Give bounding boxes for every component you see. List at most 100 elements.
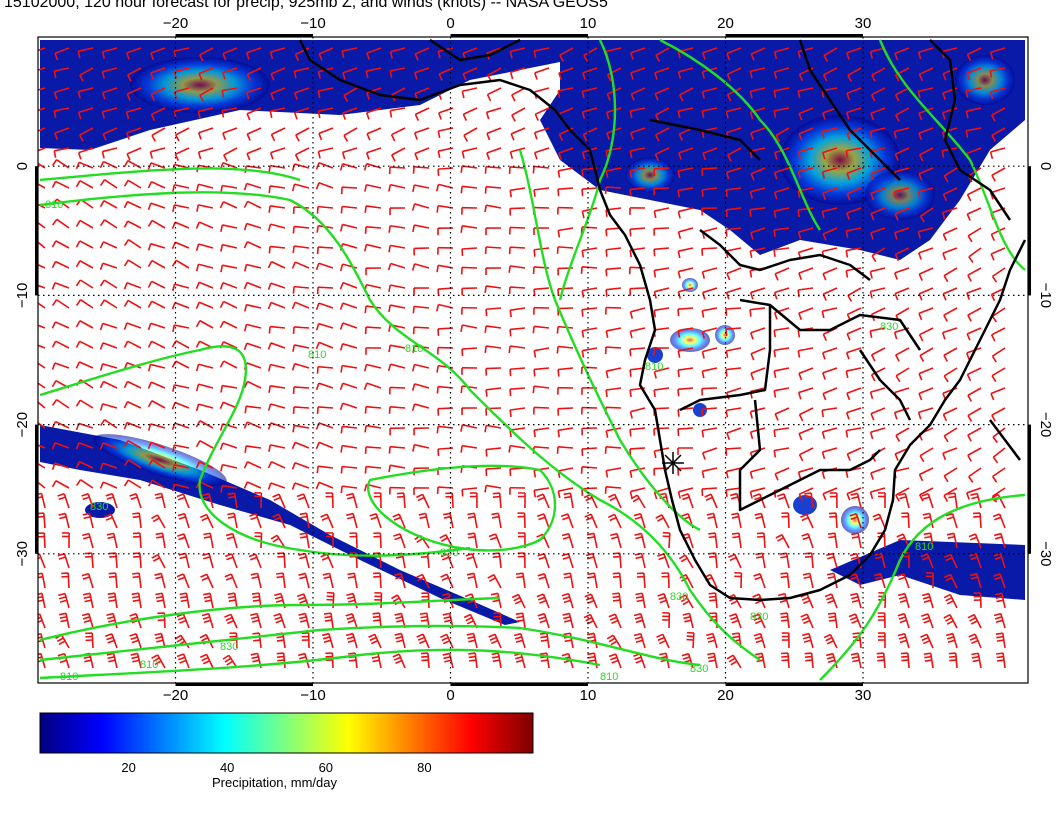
wind-barb (971, 652, 982, 669)
wind-barb (77, 147, 94, 160)
wind-barb (172, 183, 190, 192)
wind-barb (969, 572, 982, 589)
wind-barb (677, 427, 694, 437)
wind-barb (581, 87, 598, 99)
wind-barb (322, 572, 334, 589)
wind-barb (994, 592, 1006, 609)
wind-barb (966, 287, 982, 300)
wind-barb (488, 633, 502, 649)
wind-barb (677, 307, 694, 317)
wind-barb (277, 552, 286, 569)
wind-barb (75, 219, 94, 229)
wind-barb (269, 47, 286, 60)
wind-barb (653, 307, 670, 318)
wind-barb (918, 127, 934, 141)
wind-barb (533, 306, 550, 315)
wind-barb (682, 612, 694, 629)
wind-barb (346, 512, 358, 529)
wind-barb (582, 127, 598, 142)
wind-barb (437, 407, 454, 416)
wind-barb (773, 387, 790, 398)
wind-barb (51, 362, 70, 370)
wind-barb (989, 87, 1006, 99)
wind-barb (364, 424, 382, 433)
wind-barb (556, 325, 574, 334)
wind-barb (533, 127, 550, 140)
wind-barb (797, 227, 814, 240)
wind-barb (874, 552, 886, 569)
wind-barb (943, 593, 958, 609)
wind-barb (374, 591, 383, 609)
wind-barb (147, 322, 166, 331)
wind-barb (653, 427, 670, 436)
wind-barb (612, 572, 622, 589)
wind-barb (178, 552, 190, 569)
wind-barb (846, 187, 862, 201)
wind-barb (894, 207, 910, 221)
wind-barb (413, 287, 430, 296)
wind-barb (848, 613, 862, 629)
wind-barb (798, 487, 814, 501)
wind-barb (943, 307, 958, 322)
wind-barb (268, 185, 286, 193)
wind-barb (270, 87, 286, 101)
wind-barb (941, 327, 958, 340)
contour-label: 810 (645, 361, 663, 373)
wind-barb (171, 301, 190, 310)
wind-barb (147, 441, 166, 450)
wind-barb (656, 633, 670, 649)
wind-barb (822, 187, 838, 200)
wind-barb (461, 407, 478, 416)
wind-barb (701, 487, 718, 497)
wind-barb (725, 367, 742, 377)
wind-barb (123, 439, 142, 449)
wind-barb (629, 287, 646, 296)
wind-barb (677, 327, 694, 338)
wind-barb (38, 592, 46, 609)
lat-lon-gridlines (38, 37, 1028, 683)
wind-barb (991, 407, 1006, 422)
wind-barb (677, 347, 694, 358)
wind-barb (797, 387, 814, 400)
wind-barb (563, 492, 574, 509)
wind-barb (797, 467, 814, 480)
wind-barb (101, 67, 118, 79)
wind-barb (101, 47, 118, 59)
wind-barb (828, 512, 838, 529)
wind-barb (900, 652, 910, 669)
wind-barb (388, 183, 406, 192)
wind-barb (773, 327, 790, 338)
wind-barb (749, 487, 766, 499)
wind-barb (677, 467, 694, 476)
wind-barb (604, 306, 622, 315)
wind-barb (243, 323, 262, 332)
wind-barb (968, 467, 982, 483)
wind-barb (461, 347, 478, 357)
wind-barb (467, 532, 478, 549)
wind-barb (123, 282, 142, 290)
wind-barb (292, 285, 310, 294)
wind-barb (389, 207, 406, 216)
wind-barb (53, 107, 70, 118)
wind-barb (387, 363, 406, 372)
wind-barb (267, 301, 286, 310)
wind-barb (630, 87, 646, 101)
wind-barb (630, 494, 646, 509)
wind-barb (388, 284, 406, 293)
wind-barb (243, 222, 262, 231)
wind-barb (485, 387, 502, 397)
wind-barb (298, 552, 310, 569)
wind-barb (176, 573, 190, 589)
wind-barb (878, 492, 886, 509)
wind-barb (580, 266, 598, 274)
wind-barb (51, 240, 70, 249)
wind-barb (800, 593, 814, 609)
wind-barb (515, 612, 526, 629)
wind-barb (798, 367, 814, 381)
wind-barb (728, 553, 742, 569)
wind-barb (943, 367, 958, 383)
wind-barb (222, 127, 238, 140)
wind-barb (440, 633, 454, 649)
wind-barb (491, 512, 502, 529)
wind-barb (123, 322, 142, 330)
